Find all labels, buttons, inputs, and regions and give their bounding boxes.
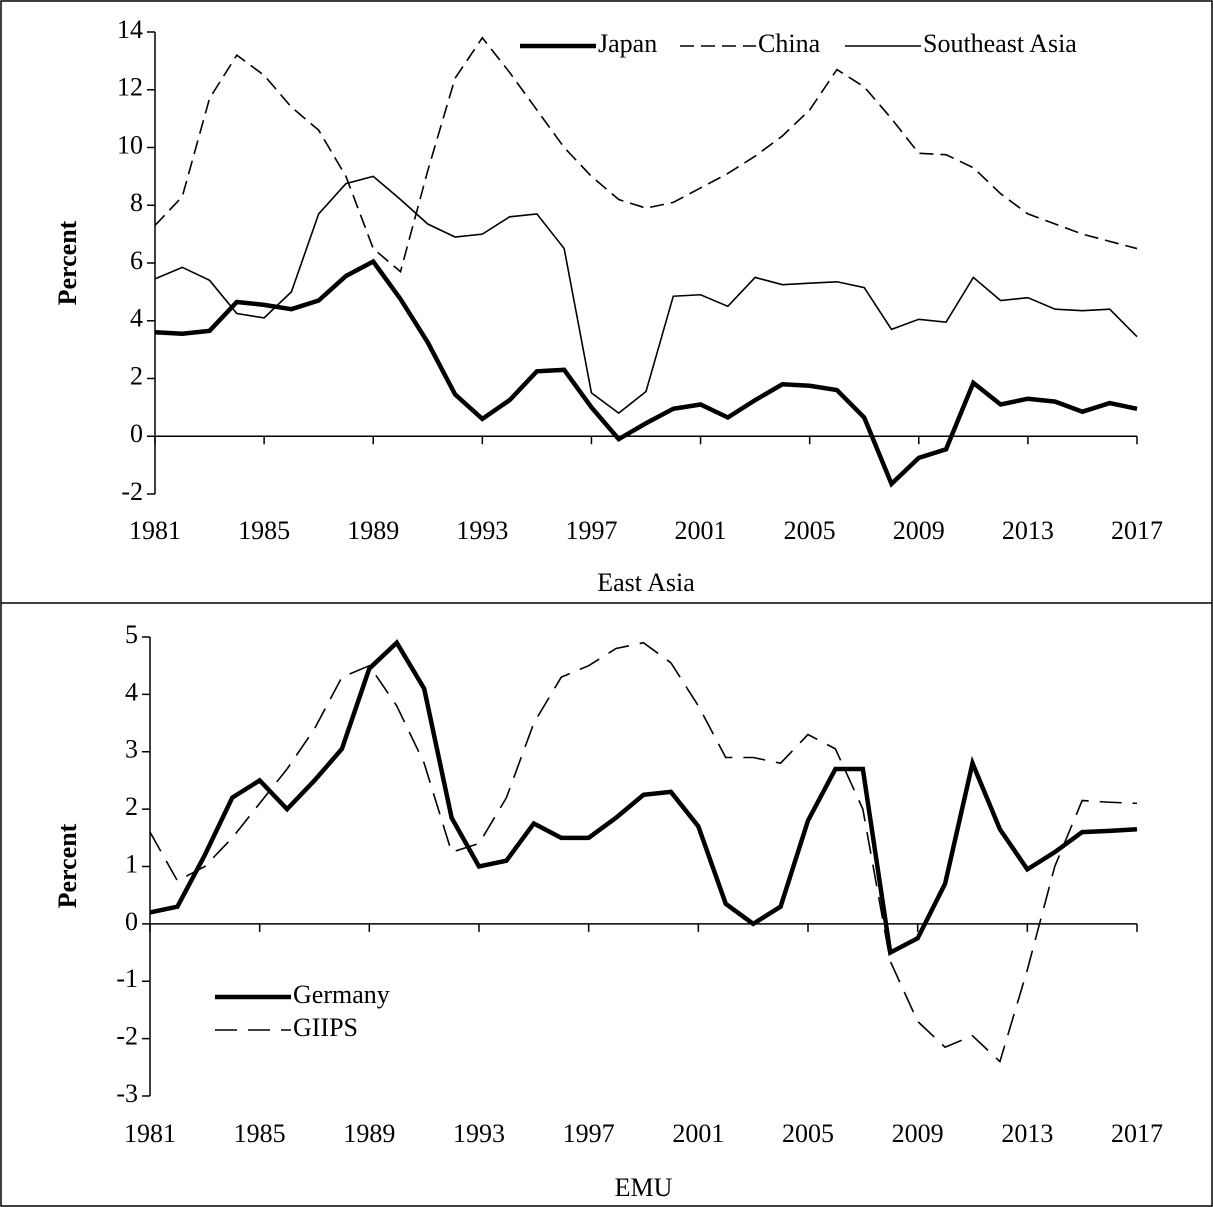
y-axis-title: Percent [53, 220, 82, 305]
series-line [154, 175, 1138, 415]
x-axis-title: East Asia [597, 568, 695, 597]
y-tick-label: 6 [130, 246, 143, 275]
x-tick-label: 2009 [892, 1119, 944, 1148]
legend-label: Japan [598, 29, 657, 58]
legend-label: Germany [293, 980, 390, 1009]
x-tick-label: 1985 [238, 516, 290, 545]
x-axis-title: EMU [615, 1173, 673, 1202]
y-tick-label: 3 [125, 735, 138, 764]
x-tick-label: 2017 [1111, 516, 1163, 545]
y-tick-label: -2 [121, 477, 143, 506]
x-tick-label: 2005 [782, 1119, 834, 1148]
x-tick-label: 2017 [1111, 1119, 1163, 1148]
series-line [149, 639, 1138, 957]
x-tick-label: 1993 [456, 516, 508, 545]
y-tick-label: 1 [125, 849, 138, 878]
x-tick-label: 1993 [453, 1119, 505, 1148]
y-tick-label: -3 [116, 1079, 138, 1108]
legend-label: China [758, 29, 821, 58]
y-tick-label: 0 [130, 419, 143, 448]
y-tick-label: -2 [116, 1022, 138, 1051]
series-line [154, 258, 1138, 488]
y-tick-label: 2 [125, 792, 138, 821]
x-tick-label: 1989 [347, 516, 399, 545]
series-line [149, 641, 1138, 1064]
x-tick-label: 2001 [672, 1119, 724, 1148]
legend-label: Southeast Asia [923, 29, 1077, 58]
y-axis-title: Percent [53, 823, 82, 908]
y-tick-label: 4 [125, 677, 138, 706]
x-tick-label: 1985 [234, 1119, 286, 1148]
x-tick-label: 2013 [1001, 1119, 1053, 1148]
y-tick-label: 14 [117, 15, 143, 44]
x-tick-label: 1981 [124, 1119, 176, 1148]
x-tick-label: 1997 [565, 516, 617, 545]
x-tick-label: 1997 [563, 1119, 615, 1148]
x-tick-label: 1981 [129, 516, 181, 545]
y-tick-label: 10 [117, 130, 143, 159]
y-tick-label: 8 [130, 188, 143, 217]
y-tick-label: -1 [116, 964, 138, 993]
series-line [154, 36, 1138, 274]
x-tick-label: 2009 [893, 516, 945, 545]
y-tick-label: 0 [125, 907, 138, 936]
x-tick-label: 2001 [675, 516, 727, 545]
legend-label: GIIPS [293, 1013, 358, 1042]
y-tick-label: 5 [125, 620, 138, 649]
x-tick-label: 2013 [1002, 516, 1054, 545]
y-tick-label: 12 [117, 73, 143, 102]
x-tick-label: 2005 [784, 516, 836, 545]
y-tick-label: 2 [130, 361, 143, 390]
x-tick-label: 1989 [343, 1119, 395, 1148]
y-tick-label: 4 [130, 304, 143, 333]
